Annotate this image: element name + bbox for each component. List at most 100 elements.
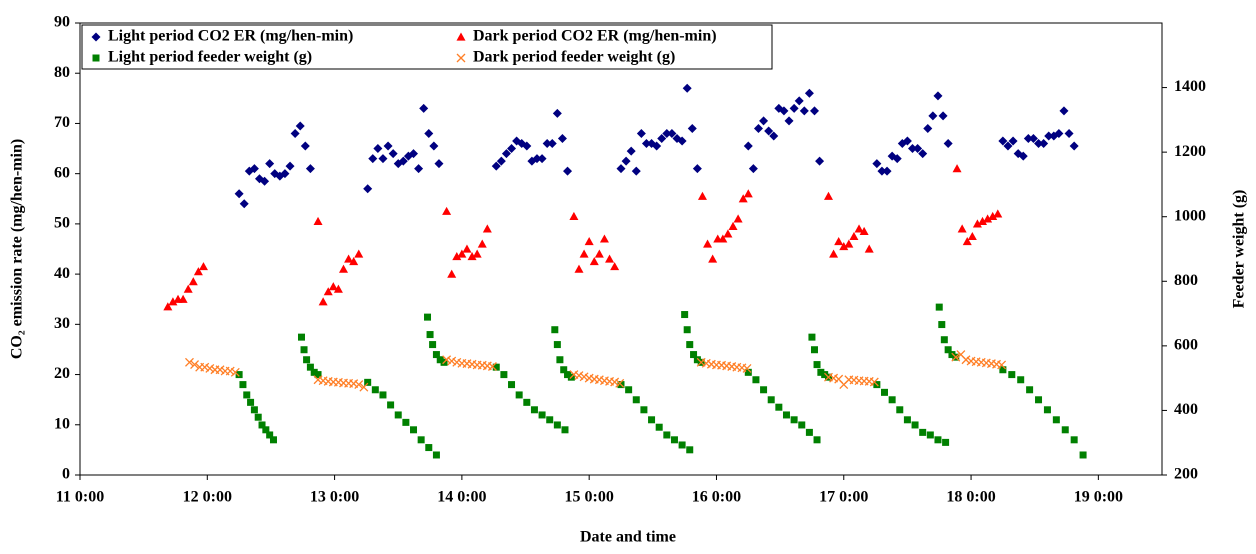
point xyxy=(1023,134,1033,144)
point xyxy=(553,421,561,429)
point xyxy=(790,416,798,424)
marker-stroke xyxy=(185,357,194,367)
point xyxy=(452,252,462,261)
legend: Light period CO2 ER (mg/hen-min) Dark per… xyxy=(81,24,773,70)
point xyxy=(742,363,752,373)
point xyxy=(641,139,651,149)
x-tick-label: 15 0:00 xyxy=(565,489,614,506)
point xyxy=(305,164,315,174)
point xyxy=(306,363,314,371)
marker-stroke xyxy=(447,356,457,366)
x-tick-label: 11 0:00 xyxy=(56,489,104,506)
point xyxy=(983,214,993,223)
point xyxy=(813,436,821,444)
point xyxy=(951,352,961,362)
point xyxy=(784,116,794,126)
y2-tick-label: 600 xyxy=(1174,337,1198,354)
point xyxy=(447,356,457,366)
point xyxy=(997,360,1007,370)
point xyxy=(610,262,620,271)
y2-tick-label: 400 xyxy=(1174,401,1198,418)
legend-marker xyxy=(456,53,466,63)
point xyxy=(579,249,589,258)
point xyxy=(789,103,799,113)
point xyxy=(728,221,738,230)
point xyxy=(703,239,713,248)
marker-stroke xyxy=(869,377,879,387)
point xyxy=(1003,141,1013,151)
point xyxy=(477,239,487,248)
point xyxy=(759,116,769,126)
point xyxy=(561,426,569,434)
marker-stroke xyxy=(205,363,215,373)
point xyxy=(1039,139,1049,149)
point xyxy=(1054,128,1064,138)
point xyxy=(823,191,833,200)
point xyxy=(417,436,425,444)
point xyxy=(557,134,567,144)
point xyxy=(926,431,934,439)
point xyxy=(249,164,259,174)
point xyxy=(467,252,477,261)
point xyxy=(753,123,763,133)
point xyxy=(967,231,977,241)
point xyxy=(574,264,584,273)
y-tick-label: 60 xyxy=(54,164,70,181)
point xyxy=(310,368,318,376)
point xyxy=(677,136,687,146)
point xyxy=(1018,151,1028,161)
point xyxy=(594,249,604,258)
point xyxy=(190,360,200,370)
point xyxy=(457,249,467,258)
point xyxy=(935,303,943,311)
marker-stroke xyxy=(615,378,625,388)
point xyxy=(697,191,707,200)
point xyxy=(462,244,472,253)
point xyxy=(205,363,215,373)
marker-stroke xyxy=(961,355,971,365)
point xyxy=(993,209,1003,218)
point xyxy=(610,377,620,387)
marker-stroke xyxy=(200,362,210,372)
point xyxy=(215,365,225,375)
marker-stroke xyxy=(215,365,225,375)
point xyxy=(258,421,266,429)
marker-stroke xyxy=(354,380,364,390)
marker-stroke xyxy=(834,374,844,384)
y2-tick-label: 1400 xyxy=(1174,78,1206,95)
point xyxy=(670,436,678,444)
point xyxy=(344,254,354,263)
point xyxy=(426,331,434,339)
point xyxy=(290,128,300,138)
marker-stroke xyxy=(442,355,452,365)
point xyxy=(496,156,506,166)
point xyxy=(442,355,452,365)
point xyxy=(681,311,689,319)
point xyxy=(564,371,572,379)
x-tick-label: 13 0:00 xyxy=(310,489,359,506)
point xyxy=(631,166,641,176)
point xyxy=(864,244,874,253)
point xyxy=(813,361,821,369)
point xyxy=(269,436,277,444)
point xyxy=(200,362,210,372)
marker-stroke xyxy=(594,375,604,385)
point xyxy=(652,141,662,151)
y2-tick-label: 800 xyxy=(1174,272,1198,289)
point xyxy=(300,141,310,151)
point xyxy=(944,346,952,354)
marker-stroke xyxy=(359,382,369,392)
point xyxy=(383,141,393,151)
point xyxy=(424,128,434,138)
point xyxy=(743,141,753,151)
legend-label: Dark period CO2 ER (mg/hen-min) xyxy=(473,28,717,45)
point xyxy=(542,139,552,149)
x-tick-label: 14 0:00 xyxy=(437,489,486,506)
point xyxy=(323,287,333,296)
point xyxy=(621,156,631,166)
point xyxy=(239,199,249,209)
marker-stroke xyxy=(997,360,1007,370)
point xyxy=(957,224,967,233)
point xyxy=(447,269,457,278)
